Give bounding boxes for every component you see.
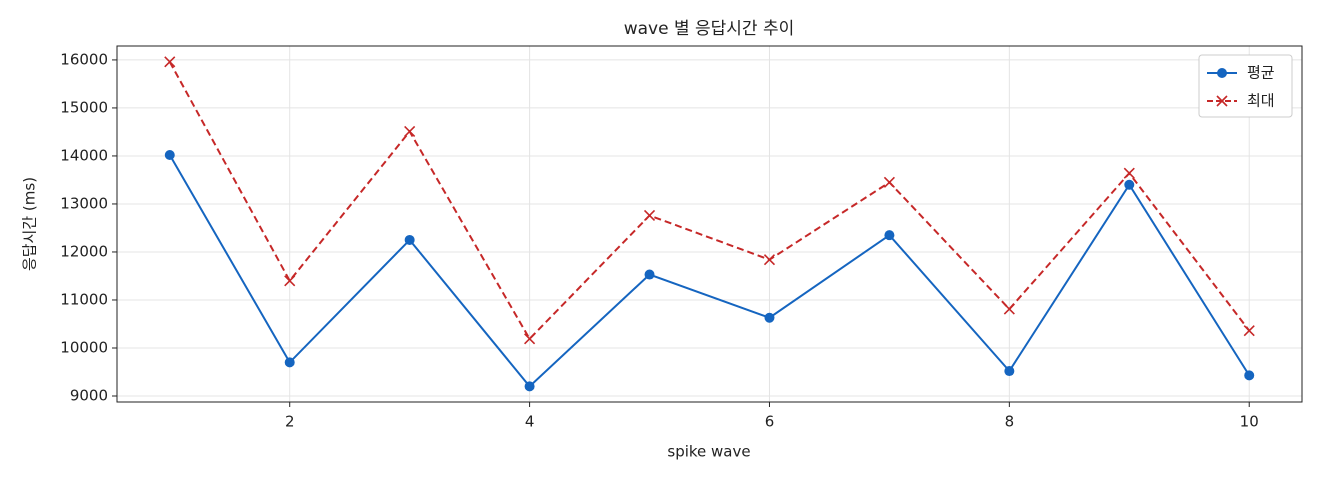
x-tick-label: 8 [1005, 413, 1015, 431]
legend-box [1198, 54, 1293, 118]
marker [404, 125, 416, 138]
plot-frame [116, 45, 1303, 403]
marker [284, 357, 295, 368]
marker-x [524, 333, 536, 345]
marker [644, 269, 655, 280]
marker [524, 333, 536, 345]
y-tick-label: 10000 [60, 338, 108, 356]
marker [164, 56, 176, 68]
marker [1217, 68, 1227, 78]
x-tick-label: 2 [285, 413, 295, 431]
y-tick-label: 14000 [60, 146, 108, 164]
x-tick-label: 4 [525, 413, 535, 431]
marker [763, 254, 776, 266]
y-tick-label: 13000 [60, 194, 108, 212]
chart-title: wave 별 응답시간 추이 [624, 19, 795, 39]
marker [764, 312, 775, 323]
marker [1003, 303, 1015, 315]
marker-x [1243, 325, 1255, 337]
marker-x [164, 56, 176, 68]
line [168, 154, 1251, 388]
marker-x [883, 176, 895, 188]
marker [1244, 370, 1255, 381]
y-tick-label: 11000 [60, 290, 108, 308]
y-tick-label: 15000 [60, 98, 108, 116]
x-tick-label: 10 [1240, 413, 1259, 431]
marker-x [404, 125, 416, 138]
marker-x [763, 254, 776, 266]
marker-x [1216, 95, 1228, 107]
marker [1243, 325, 1255, 337]
marker-x [1003, 303, 1015, 315]
y-axis-label: 응답시간 (ms) [21, 177, 39, 271]
marker [1124, 179, 1135, 190]
x-axis-label: spike wave [667, 443, 750, 461]
marker-x [1123, 167, 1135, 179]
y-tick-label: 9000 [70, 386, 108, 404]
marker [643, 209, 656, 222]
line [168, 61, 1251, 341]
legend-label: 최대 [1247, 92, 1275, 110]
marker [404, 234, 415, 245]
marker [164, 149, 175, 160]
marker-x [643, 209, 656, 222]
marker [1004, 366, 1015, 377]
marker [884, 230, 895, 241]
marker-x [284, 275, 296, 287]
y-tick-label: 12000 [60, 242, 108, 260]
legend-label: 평균 [1247, 64, 1275, 82]
marker [1216, 95, 1228, 107]
y-tick-label: 16000 [60, 50, 108, 68]
marker [1123, 167, 1135, 179]
marker [524, 381, 535, 392]
marker [883, 176, 895, 188]
marker [284, 275, 296, 287]
x-tick-label: 6 [765, 413, 775, 431]
